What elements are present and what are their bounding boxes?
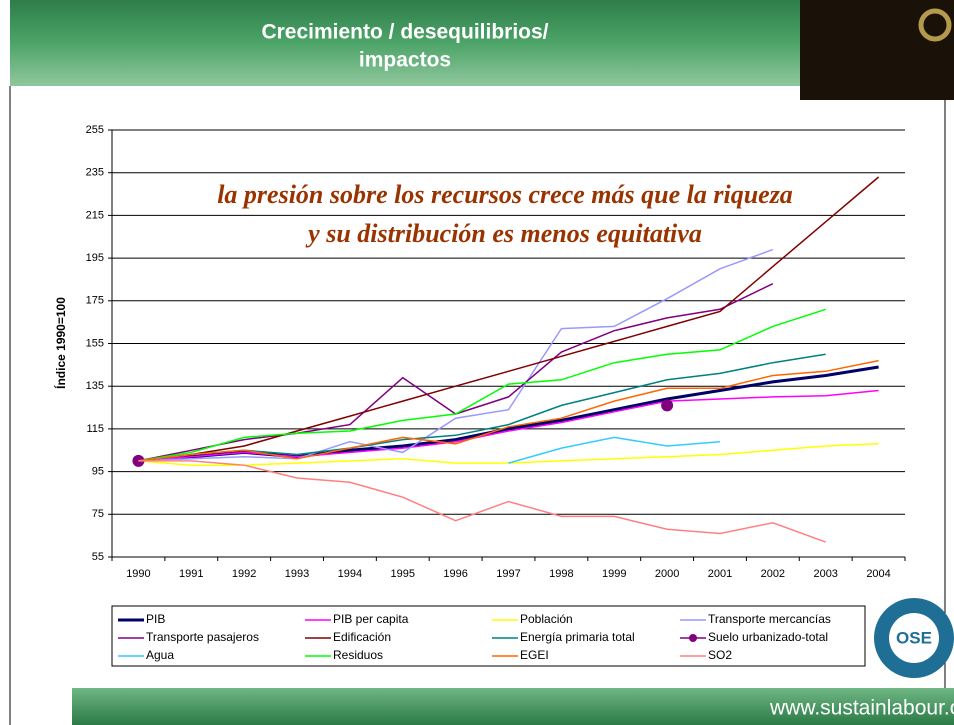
x-tick-label: 1999 <box>602 568 626 580</box>
annotation: y su distribución es menos equitativa <box>305 219 702 248</box>
x-tick-label: 1990 <box>126 568 150 580</box>
x-tick-label: 2001 <box>708 568 732 580</box>
y-tick-label: 115 <box>86 423 104 435</box>
legend-label: Agua <box>146 648 174 662</box>
page: {"header": {"title_lines": ["Crecimiento… <box>0 0 954 725</box>
series-line <box>138 354 825 461</box>
y-tick-label: 95 <box>92 466 104 478</box>
x-tick-label: 1993 <box>285 568 309 580</box>
x-tick-label: 1996 <box>443 568 467 580</box>
data-point <box>661 399 673 411</box>
logo-text: OSE <box>896 628 932 647</box>
x-tick-label: 1995 <box>391 568 415 580</box>
series-line <box>138 361 878 461</box>
legend-label: EGEI <box>520 648 549 662</box>
y-tick-label: 235 <box>86 167 104 179</box>
ose-logo: OSE <box>874 598 954 678</box>
x-tick-label: 2004 <box>866 568 890 580</box>
footer-url: www.sustainlabour.org <box>769 697 954 720</box>
legend-label: Transporte mercancías <box>708 612 831 626</box>
legend-label: PIB <box>146 612 165 626</box>
legend-label: Transporte pasajeros <box>146 630 259 644</box>
legend-label: PIB per capita <box>333 612 409 626</box>
y-tick-label: 55 <box>92 551 104 563</box>
series-line <box>138 444 878 465</box>
series-line <box>138 367 878 461</box>
series-line <box>138 309 825 461</box>
x-tick-label: 1992 <box>232 568 256 580</box>
y-tick-label: 135 <box>86 380 104 392</box>
x-tick-label: 1997 <box>496 568 520 580</box>
slide-title: impactos <box>359 49 451 72</box>
y-tick-label: 175 <box>86 295 104 307</box>
legend-marker <box>689 634 697 642</box>
slide-title: Crecimiento / desequilibrios/ <box>261 21 548 44</box>
x-tick-label: 1998 <box>549 568 573 580</box>
series-line <box>138 284 772 461</box>
legend-label: SO2 <box>708 648 732 662</box>
annotation: la presión sobre los recursos crece más … <box>217 180 793 209</box>
y-tick-label: 155 <box>86 337 104 349</box>
legend-label: Residuos <box>333 648 383 662</box>
slide: Crecimiento / desequilibrios/ impactos w… <box>0 0 954 725</box>
event-image <box>800 0 954 100</box>
legend-label: Suelo urbanizado-total <box>708 630 828 644</box>
legend-label: Energía primaria total <box>520 630 635 644</box>
x-tick-label: 1994 <box>338 568 362 580</box>
legend-label: Edificación <box>333 630 391 644</box>
y-tick-label: 75 <box>92 508 104 520</box>
legend-label: Población <box>520 612 573 626</box>
y-tick-label: 215 <box>86 209 104 221</box>
x-tick-label: 2002 <box>761 568 785 580</box>
y-tick-label: 255 <box>86 124 104 136</box>
series-line <box>138 461 825 542</box>
x-tick-label: 2003 <box>813 568 837 580</box>
x-tick-label: 2000 <box>655 568 679 580</box>
y-axis-label: Índice 1990=100 <box>53 297 68 389</box>
x-tick-label: 1991 <box>179 568 203 580</box>
y-tick-label: 195 <box>86 252 104 264</box>
